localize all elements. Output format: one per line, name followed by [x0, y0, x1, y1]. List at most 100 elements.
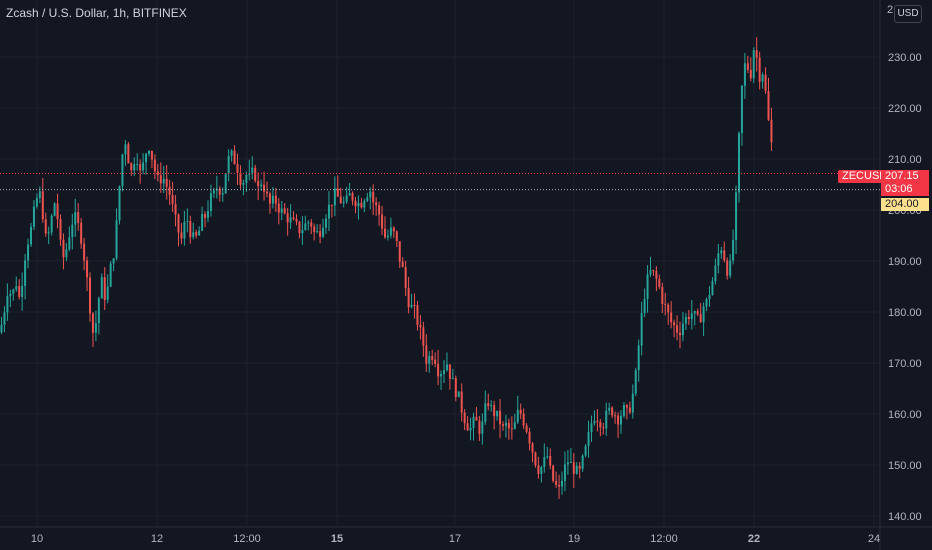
- candle-down: [667, 304, 670, 313]
- candle-up: [0, 324, 3, 333]
- candle-down: [419, 324, 422, 328]
- candle-down: [277, 203, 280, 213]
- symbol-tag: ZECUSD: [838, 170, 892, 183]
- candle-up: [761, 74, 764, 82]
- candle-up: [201, 213, 204, 231]
- candle-down: [549, 456, 552, 466]
- candle-down: [233, 150, 236, 165]
- candle-down: [177, 214, 180, 233]
- candle-down: [62, 239, 65, 258]
- candle-up: [451, 378, 454, 380]
- candle-down: [475, 416, 478, 421]
- time-tick-label: 15: [331, 533, 343, 545]
- candle-down: [510, 428, 513, 430]
- candle-down: [531, 443, 534, 453]
- candle-up: [245, 174, 248, 183]
- candle-down: [448, 364, 451, 379]
- price-tick-label: 230.00: [888, 52, 922, 64]
- chart-title: Zcash / U.S. Dollar, 1h, BITFINEX: [6, 6, 187, 20]
- candle-down: [80, 222, 83, 244]
- candle-down: [726, 260, 729, 276]
- candle-up: [566, 462, 569, 465]
- candle-down: [673, 322, 676, 326]
- candle-down: [159, 175, 162, 184]
- time-tick-label: 17: [449, 533, 461, 545]
- time-axis: 10 12 12:00 15 17 19 12:00 22 24: [31, 533, 880, 545]
- candle-down: [283, 208, 286, 214]
- candle-up: [327, 204, 330, 219]
- candle-down: [670, 312, 673, 323]
- candle-down: [578, 465, 581, 469]
- price-tick-label: 160.00: [888, 409, 922, 421]
- candle-down: [378, 205, 381, 215]
- candle-up: [640, 313, 643, 346]
- candle-up: [735, 192, 738, 240]
- candle-up: [115, 220, 118, 259]
- candle-down: [313, 226, 316, 233]
- candle-down: [372, 191, 375, 203]
- candle-up: [97, 298, 100, 324]
- candle-up: [732, 239, 735, 261]
- candle-up: [9, 293, 12, 296]
- candle-down: [360, 202, 363, 208]
- candle-down: [679, 332, 681, 336]
- candle-up: [469, 427, 472, 431]
- candle-down: [749, 69, 752, 79]
- candle-up: [322, 227, 325, 237]
- candle-up: [348, 193, 351, 196]
- candle-up: [307, 222, 310, 224]
- candle-down: [502, 424, 504, 426]
- candle-up: [145, 153, 148, 163]
- candle-down: [236, 164, 239, 173]
- candle-up: [693, 311, 696, 314]
- candle-up: [121, 154, 124, 187]
- candle-up: [584, 445, 587, 456]
- candle-up: [366, 197, 369, 201]
- candle-down: [398, 241, 401, 262]
- candle-down: [384, 228, 386, 238]
- candle-up: [15, 286, 18, 290]
- candle-down: [628, 407, 631, 413]
- candle-down: [189, 221, 192, 238]
- candle-up: [357, 202, 360, 207]
- candle-up: [148, 150, 150, 154]
- candle-down: [596, 420, 599, 422]
- time-tick-label: 24: [868, 533, 880, 545]
- candle-up: [634, 370, 637, 394]
- candle-down: [18, 286, 21, 297]
- candle-down: [534, 452, 537, 466]
- candle-up: [681, 323, 684, 336]
- candle-down: [658, 278, 661, 287]
- candle-down: [330, 204, 333, 206]
- candle-up: [3, 312, 6, 325]
- candle-up: [472, 416, 475, 428]
- candle-up: [546, 456, 549, 458]
- candle-down: [310, 222, 313, 227]
- candle-up: [35, 198, 38, 207]
- candle-up: [342, 201, 345, 204]
- candle-down: [153, 159, 156, 172]
- currency-button[interactable]: USD: [894, 5, 922, 23]
- candle-down: [404, 267, 407, 289]
- candle-down: [150, 150, 153, 160]
- candle-up: [540, 466, 543, 474]
- candle-down: [44, 219, 47, 234]
- candle-down: [770, 119, 773, 143]
- candle-up: [440, 373, 443, 377]
- price-axis-top-label: 2: [887, 4, 894, 16]
- candle-down: [525, 425, 528, 432]
- candle-down: [401, 261, 404, 268]
- candle-down: [171, 194, 174, 205]
- candle-down: [263, 184, 266, 192]
- candle-up: [53, 203, 56, 216]
- candle-down: [351, 193, 354, 201]
- candle-up: [428, 356, 431, 364]
- candle-down: [466, 423, 469, 431]
- candle-down: [89, 277, 91, 314]
- candle-up: [230, 150, 233, 156]
- candle-up: [369, 191, 372, 198]
- candle-up: [112, 258, 115, 264]
- candle-up: [622, 405, 625, 416]
- candle-up: [142, 162, 145, 171]
